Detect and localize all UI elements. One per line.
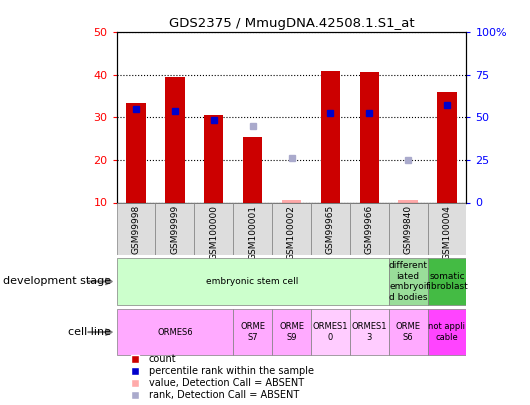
Bar bbox=[155, 202, 195, 255]
Title: GDS2375 / MmugDNA.42508.1.S1_at: GDS2375 / MmugDNA.42508.1.S1_at bbox=[169, 17, 414, 30]
Text: GSM99840: GSM99840 bbox=[404, 205, 412, 254]
Text: GSM99966: GSM99966 bbox=[365, 205, 374, 254]
Bar bbox=[272, 309, 311, 356]
Bar bbox=[428, 309, 466, 356]
Bar bbox=[399, 200, 418, 202]
Text: GSM99999: GSM99999 bbox=[171, 205, 179, 254]
Text: ORMES6: ORMES6 bbox=[157, 328, 193, 337]
Text: development stage: development stage bbox=[3, 277, 111, 286]
Text: GSM100000: GSM100000 bbox=[209, 205, 218, 260]
Bar bbox=[165, 77, 184, 202]
Bar bbox=[388, 202, 428, 255]
Text: somatic
fibroblast: somatic fibroblast bbox=[426, 272, 469, 291]
Bar bbox=[359, 72, 379, 202]
Text: not appli
cable: not appli cable bbox=[428, 322, 465, 342]
Bar bbox=[233, 309, 272, 356]
Text: cell line: cell line bbox=[68, 327, 111, 337]
Text: ORMES1
0: ORMES1 0 bbox=[313, 322, 348, 342]
Text: embryonic stem cell: embryonic stem cell bbox=[207, 277, 299, 286]
Text: GSM99965: GSM99965 bbox=[326, 205, 335, 254]
Text: GSM100001: GSM100001 bbox=[248, 205, 257, 260]
Bar bbox=[126, 102, 146, 202]
Bar bbox=[350, 202, 388, 255]
Bar bbox=[272, 202, 311, 255]
Bar bbox=[117, 258, 388, 305]
Bar bbox=[195, 202, 233, 255]
Text: GSM99998: GSM99998 bbox=[131, 205, 140, 254]
Bar bbox=[350, 309, 388, 356]
Bar bbox=[311, 202, 350, 255]
Bar bbox=[204, 115, 224, 202]
Bar bbox=[428, 258, 466, 305]
Text: GSM100004: GSM100004 bbox=[443, 205, 452, 260]
Bar bbox=[233, 202, 272, 255]
Text: ORMES1
3: ORMES1 3 bbox=[351, 322, 387, 342]
Bar bbox=[388, 309, 428, 356]
Bar bbox=[428, 202, 466, 255]
Text: ORME
S6: ORME S6 bbox=[395, 322, 421, 342]
Bar bbox=[282, 200, 301, 202]
Text: ORME
S9: ORME S9 bbox=[279, 322, 304, 342]
Bar bbox=[437, 92, 457, 202]
Legend: count, percentile rank within the sample, value, Detection Call = ABSENT, rank, : count, percentile rank within the sample… bbox=[121, 351, 317, 404]
Bar bbox=[388, 258, 428, 305]
Bar bbox=[117, 309, 233, 356]
Text: GSM100002: GSM100002 bbox=[287, 205, 296, 260]
Text: ORME
S7: ORME S7 bbox=[240, 322, 265, 342]
Bar bbox=[321, 71, 340, 202]
Bar bbox=[243, 136, 262, 202]
Text: different
iated
embryoi
d bodies: different iated embryoi d bodies bbox=[388, 261, 428, 302]
Bar bbox=[117, 202, 155, 255]
Bar bbox=[311, 309, 350, 356]
